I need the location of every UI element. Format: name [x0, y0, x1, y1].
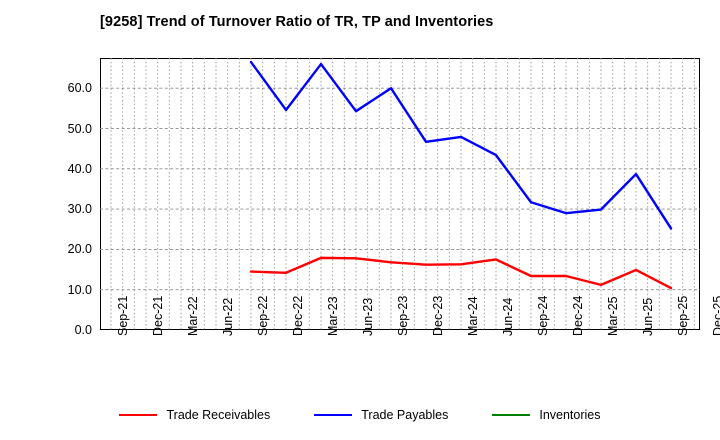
page-title: [9258] Trend of Turnover Ratio of TR, TP… [100, 14, 494, 30]
legend-item[interactable]: Inventories [492, 408, 601, 422]
legend-swatch [314, 414, 353, 416]
y-tick-label: 0.0 [74, 323, 92, 337]
legend-item[interactable]: Trade Payables [314, 408, 448, 422]
legend-label: Trade Payables [361, 408, 449, 422]
legend-item[interactable]: Trade Receivables [119, 408, 270, 422]
legend-swatch [492, 414, 531, 416]
y-tick-label: 10.0 [67, 282, 92, 297]
y-tick-label: 60.0 [67, 81, 92, 96]
y-tick-label: 20.0 [67, 242, 92, 257]
x-tick-label: Dec-25 [711, 295, 720, 336]
y-tick-label: 40.0 [67, 161, 92, 176]
legend-swatch [119, 414, 158, 416]
legend-label: Trade Receivables [166, 408, 271, 422]
grid-layer [100, 58, 700, 330]
legend: Trade Receivables Trade Payables Inventori… [0, 404, 720, 426]
series-layer [249, 60, 673, 290]
legend-label: Inventories [539, 408, 601, 422]
plot-area [100, 58, 700, 330]
y-tick-label: 30.0 [67, 202, 92, 217]
y-tick-label: 50.0 [67, 121, 92, 136]
